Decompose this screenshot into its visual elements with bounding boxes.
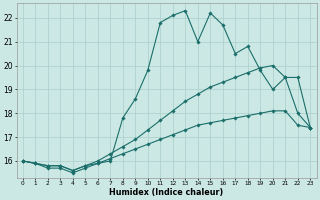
X-axis label: Humidex (Indice chaleur): Humidex (Indice chaleur) [109, 188, 224, 197]
